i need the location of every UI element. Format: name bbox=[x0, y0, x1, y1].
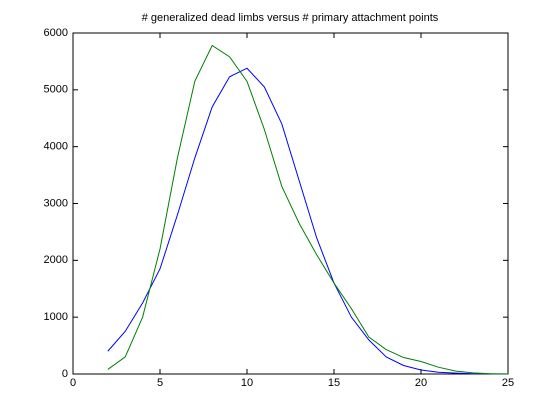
series-line bbox=[107, 44, 509, 375]
y-tick-label: 2000 bbox=[44, 254, 68, 266]
x-tick-label: 15 bbox=[328, 377, 340, 389]
x-tick-label: 5 bbox=[157, 377, 163, 389]
chart-title: # generalized dead limbs versus # primar… bbox=[142, 12, 439, 24]
x-tick-label: 0 bbox=[70, 377, 76, 389]
x-tick-label: 20 bbox=[415, 377, 427, 389]
x-tick-label: 10 bbox=[241, 377, 253, 389]
y-tick-label: 0 bbox=[62, 368, 68, 380]
y-tick-label: 5000 bbox=[44, 84, 68, 96]
y-tick-label: 3000 bbox=[44, 197, 68, 209]
y-tick-label: 6000 bbox=[44, 27, 68, 39]
y-tick-label: 1000 bbox=[44, 311, 68, 323]
y-tick-label: 4000 bbox=[44, 141, 68, 153]
series-line bbox=[107, 67, 509, 375]
x-tick-label: 25 bbox=[502, 377, 514, 389]
